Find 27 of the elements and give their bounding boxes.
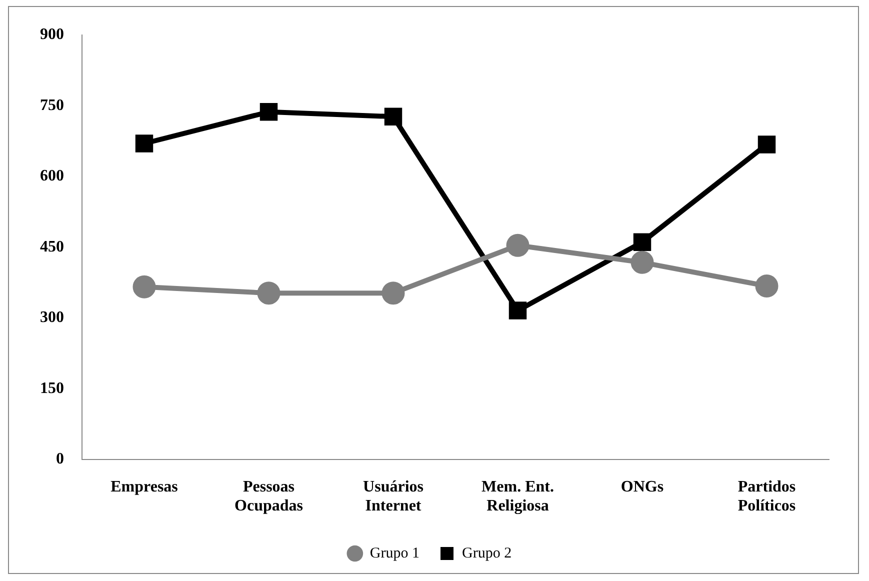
y-tick-label: 750: [40, 96, 64, 114]
point: [633, 233, 652, 251]
y-tick-label: 0: [56, 450, 64, 468]
point: [132, 275, 156, 298]
y-tick-label: 300: [40, 309, 64, 326]
x-tick-label: Mem. Ent. Religiosa: [482, 478, 554, 515]
point: [630, 250, 654, 274]
point: [508, 302, 527, 320]
x-tick-label: Usuários Internet: [363, 478, 424, 515]
y-tick-label: 900: [40, 26, 64, 44]
point: [384, 108, 402, 126]
point: [135, 134, 154, 152]
point: [755, 274, 778, 298]
point: [257, 282, 280, 305]
point: [260, 103, 278, 121]
x-tick-label: ONGs: [620, 478, 664, 496]
x-tick-label: Pessoas Ocupadas: [234, 478, 303, 515]
legend-label: Grupo 2: [462, 545, 512, 562]
point: [506, 234, 530, 257]
y-tick-label: 150: [40, 380, 64, 397]
legend-label: Grupo 1: [370, 545, 420, 562]
point: [758, 136, 776, 154]
x-tick-label: Empresas: [110, 478, 178, 496]
y-tick-label: 450: [40, 238, 64, 256]
y-tick-label: 600: [40, 168, 64, 185]
point: [382, 282, 405, 305]
x-tick-label: Partidos Políticos: [738, 478, 796, 515]
